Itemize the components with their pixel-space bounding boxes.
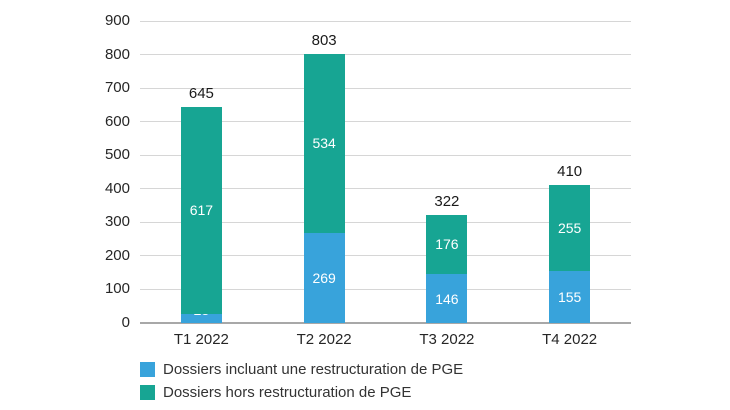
y-axis-tick-label: 800 xyxy=(104,45,130,63)
bar-segment-value: 534 xyxy=(312,135,336,152)
gridline xyxy=(140,20,631,22)
bar-segment xyxy=(180,106,222,314)
y-axis-tick-label: 700 xyxy=(104,79,130,97)
y-axis-tick-label: 100 xyxy=(104,280,130,298)
bar-segment xyxy=(549,270,591,323)
chart-legend: Dossiers incluant une restructuration de… xyxy=(140,361,463,407)
bar-total-value: 322 xyxy=(434,192,460,210)
y-axis-tick-label: 200 xyxy=(104,246,130,264)
legend-item: Dossiers hors restructuration de PGE xyxy=(140,383,463,401)
bar-total-value: 645 xyxy=(188,84,214,102)
x-axis-tick-label: T1 2022 xyxy=(173,331,229,348)
gridline xyxy=(140,121,631,123)
legend-label: Dossiers incluant une restructuration de… xyxy=(163,360,464,378)
gridline xyxy=(140,54,631,56)
bar-segment xyxy=(426,214,468,274)
legend-item: Dossiers incluant une restructuration de… xyxy=(140,360,464,378)
bar-segment xyxy=(180,313,222,323)
legend-swatch xyxy=(140,361,155,377)
x-axis-tick-label: T3 2022 xyxy=(419,331,475,348)
y-axis-tick-label: 900 xyxy=(104,12,130,29)
gridline xyxy=(140,188,631,190)
bar-segment-value: 155 xyxy=(557,288,582,305)
bar-segment-value: 176 xyxy=(435,236,459,253)
y-axis-tick-label: 500 xyxy=(104,146,130,164)
y-axis-tick-label: 400 xyxy=(104,179,130,197)
bar-segment xyxy=(426,274,468,323)
x-axis-tick-label: T4 2022 xyxy=(542,331,598,348)
gridline xyxy=(140,154,631,156)
gridline xyxy=(140,221,631,223)
y-axis-tick-label: 300 xyxy=(104,213,130,231)
y-axis-tick-label: 0 xyxy=(121,314,130,331)
gridline xyxy=(140,87,631,89)
bar-total-value: 410 xyxy=(557,163,583,181)
legend-label: Dossiers hors restructuration de PGE xyxy=(163,383,412,401)
bar-segment-value: 269 xyxy=(312,269,336,286)
x-axis-line xyxy=(140,322,631,324)
bar-segment xyxy=(303,53,345,233)
y-axis-tick-label: 600 xyxy=(104,112,130,130)
bar-total-value: 803 xyxy=(311,31,337,49)
bar-segment-value: 617 xyxy=(189,202,214,219)
x-axis-tick-label: T2 2022 xyxy=(296,331,352,348)
gridline xyxy=(140,288,631,290)
bar-segment-value: 146 xyxy=(435,290,459,307)
bar-segment xyxy=(303,232,345,323)
gridline xyxy=(140,255,631,257)
legend-swatch xyxy=(140,384,155,400)
bar-segment-value: 255 xyxy=(557,220,582,237)
bar-segment xyxy=(549,185,591,271)
